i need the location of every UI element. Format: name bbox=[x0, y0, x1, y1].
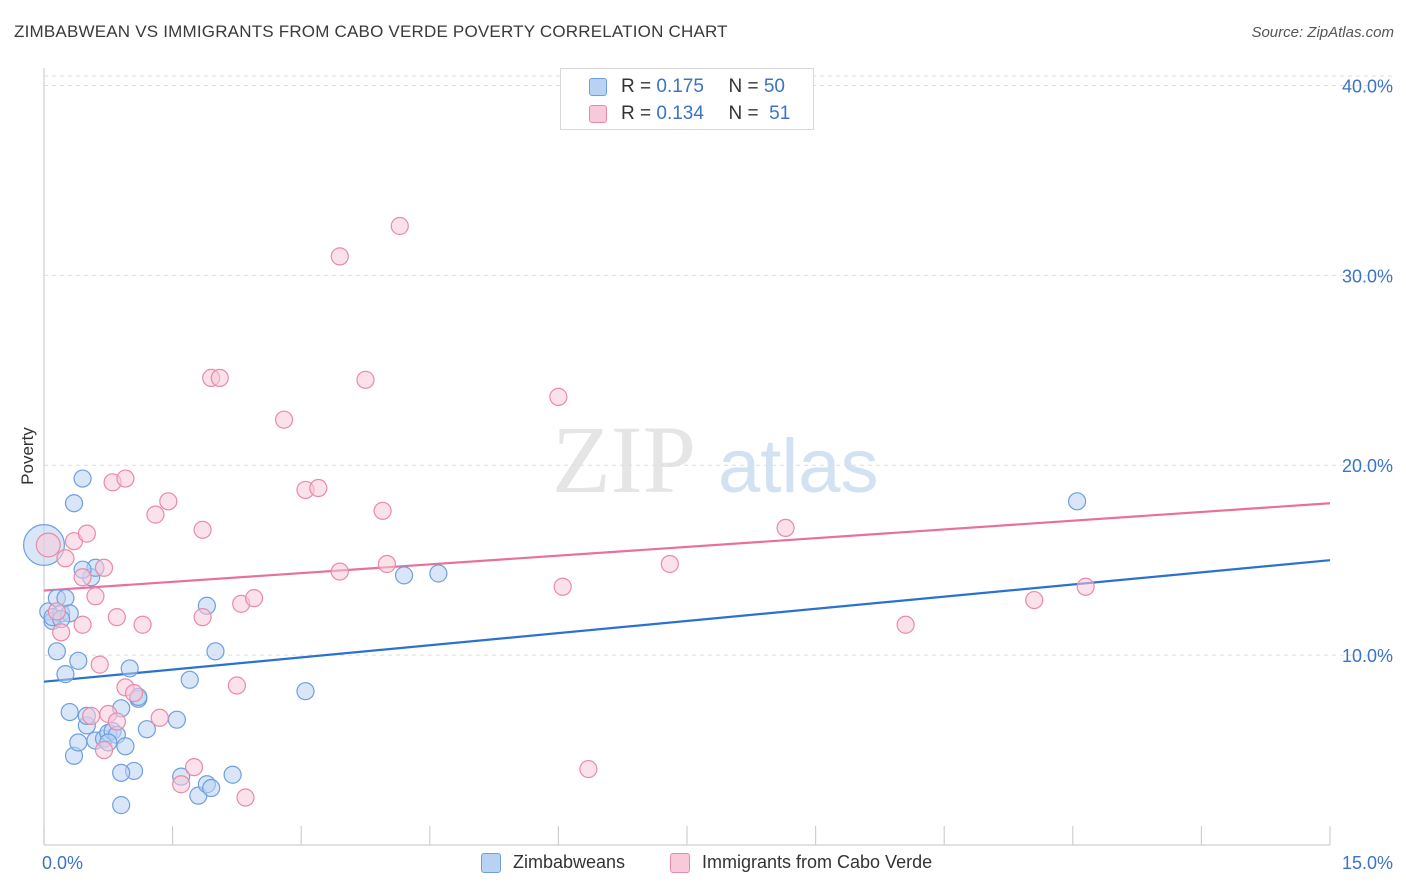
watermark-zip: ZIP bbox=[552, 406, 696, 513]
cabo-verde-point bbox=[124, 683, 144, 703]
zimbabwean-point bbox=[73, 469, 92, 488]
cabo-verde-point bbox=[553, 577, 572, 596]
zimbabwean-point bbox=[180, 670, 199, 689]
cabo-verde-point bbox=[274, 410, 294, 429]
zimbabwean-point bbox=[137, 720, 156, 739]
cabo-verde-point bbox=[377, 554, 397, 574]
source-credit: Source: ZipAtlas.com bbox=[1251, 24, 1394, 41]
r-label: R = bbox=[621, 76, 657, 97]
cabo-verde-point bbox=[236, 788, 255, 807]
cabo-verde-point bbox=[159, 492, 178, 511]
cabo-verde-point bbox=[660, 554, 679, 574]
cabo-verde-point bbox=[73, 568, 92, 587]
cabo-verde-point bbox=[107, 608, 126, 627]
cabo-verde-point bbox=[776, 518, 795, 538]
r-label: R = bbox=[621, 103, 657, 124]
label-layer: 10.0% 20.0% 30.0% 40.0% 0.0% 15.0% bbox=[42, 76, 1393, 873]
cabo-verde-point bbox=[90, 655, 109, 674]
cabo-verde-trend-line bbox=[43, 502, 1331, 592]
grid-layer bbox=[44, 75, 1395, 656]
n-value: 51 bbox=[763, 103, 791, 124]
zimbabwean-point bbox=[429, 564, 448, 583]
y-tick-label: 30.0% bbox=[1342, 266, 1393, 286]
axis-layer bbox=[43, 68, 1331, 846]
zimbabwean-point bbox=[112, 763, 131, 782]
cabo-verde-point bbox=[373, 501, 392, 520]
cabo-verde-point bbox=[107, 712, 126, 731]
legend-label: Immigrants from Cabo Verde bbox=[702, 852, 933, 872]
watermark-atlas: atlas bbox=[718, 424, 879, 509]
cabo-verde-point bbox=[579, 759, 598, 779]
series-legend: Zimbabweans Immigrants from Cabo Verde bbox=[0, 851, 1406, 877]
cabo-verde-point bbox=[330, 562, 349, 581]
cabo-verde-point bbox=[356, 370, 375, 389]
cabo-verde-point bbox=[86, 587, 105, 606]
n-value: 50 bbox=[763, 76, 785, 97]
point-layer bbox=[23, 216, 1095, 815]
zimbabwean-point bbox=[69, 651, 88, 670]
zimbabwean-point bbox=[60, 702, 79, 722]
cabo-verde-point bbox=[133, 615, 152, 634]
n-label: N = bbox=[728, 103, 764, 124]
cabo-verde-point bbox=[193, 520, 212, 539]
zimbabwean-point bbox=[1067, 492, 1087, 511]
x-tick-label: 15.0% bbox=[1342, 853, 1393, 873]
blue-swatch bbox=[481, 853, 501, 873]
y-tick-label: 10.0% bbox=[1342, 646, 1393, 666]
cabo-verde-point bbox=[94, 740, 114, 760]
zimbabwean-point bbox=[47, 642, 66, 661]
zimbabwean-trend-line bbox=[43, 559, 1331, 683]
cabo-verde-point bbox=[1025, 590, 1044, 610]
cabo-verde-point bbox=[330, 247, 349, 266]
cabo-verde-point bbox=[227, 676, 246, 695]
zimbabwean-point bbox=[69, 733, 88, 752]
cabo-verde-point bbox=[47, 602, 66, 621]
chart-title: ZIMBABWEAN VS IMMIGRANTS FROM CABO VERDE… bbox=[14, 22, 728, 41]
trend-layer bbox=[43, 502, 1331, 683]
zimbabwean-point bbox=[167, 710, 186, 729]
pink-swatch bbox=[589, 105, 607, 123]
zimbabwean-point bbox=[56, 665, 75, 684]
cabo-verde-point bbox=[193, 608, 212, 627]
y-tick-label: 40.0% bbox=[1342, 76, 1393, 96]
cabo-verde-point bbox=[116, 469, 135, 488]
cabo-verde-point bbox=[146, 505, 165, 524]
cabo-verde-point bbox=[210, 368, 229, 388]
zimbabwean-point bbox=[202, 778, 221, 798]
zimbabwean-point bbox=[223, 765, 242, 784]
cabo-verde-point bbox=[309, 478, 328, 498]
r-value: 0.134 bbox=[656, 103, 704, 124]
blue-swatch bbox=[589, 78, 607, 96]
cabo-verde-point bbox=[244, 589, 264, 608]
zimbabwean-point bbox=[116, 737, 135, 756]
cabo-verde-point bbox=[73, 615, 92, 634]
cabo-verde-point bbox=[896, 615, 915, 634]
cabo-verde-point bbox=[56, 549, 75, 568]
cabo-verde-point bbox=[1076, 577, 1095, 596]
zimbabwean-point bbox=[64, 494, 84, 513]
cabo-verde-point bbox=[94, 558, 114, 577]
cabo-verde-point bbox=[35, 532, 61, 558]
cabo-verde-point bbox=[52, 623, 71, 642]
y-tick-label: 20.0% bbox=[1342, 456, 1393, 476]
zimbabwean-point bbox=[120, 659, 139, 678]
correlation-legend: R = 0.175 N = 50 R = 0.134 N = 51 bbox=[560, 68, 814, 130]
r-value: 0.175 bbox=[656, 76, 704, 97]
cabo-verde-point bbox=[390, 216, 409, 236]
n-label: N = bbox=[728, 76, 764, 97]
cabo-verde-point bbox=[150, 708, 169, 727]
cabo-verde-point bbox=[184, 758, 204, 777]
cabo-verde-point bbox=[77, 524, 96, 543]
zimbabwean-point bbox=[206, 642, 225, 661]
zimbabwean-point bbox=[112, 796, 131, 815]
cabo-verde-point bbox=[172, 775, 191, 794]
zimbabwean-point bbox=[296, 682, 315, 701]
x-tick-label: 0.0% bbox=[42, 853, 83, 873]
cabo-verde-point bbox=[82, 706, 101, 725]
zimbabwean-point bbox=[394, 566, 414, 585]
cabo-verde-point bbox=[549, 387, 568, 406]
pink-swatch bbox=[670, 853, 690, 873]
legend-label: Zimbabweans bbox=[513, 852, 626, 872]
